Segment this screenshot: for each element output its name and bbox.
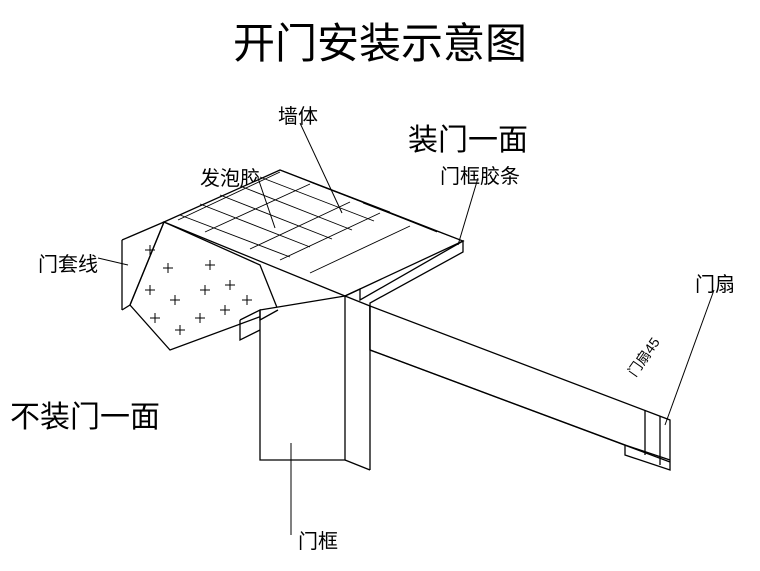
installation-diagram xyxy=(0,0,760,571)
